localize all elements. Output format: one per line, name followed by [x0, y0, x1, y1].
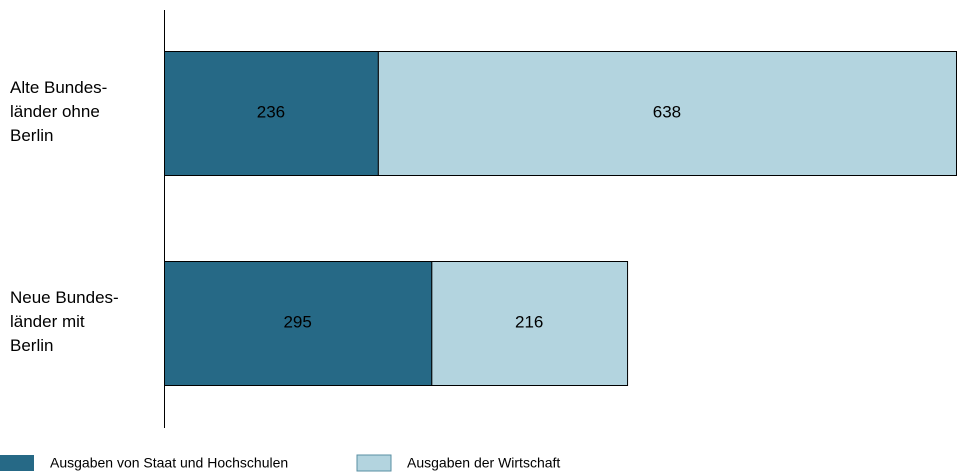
data-label: 638	[653, 102, 681, 121]
data-label: 216	[515, 312, 543, 331]
bar-segment	[377, 51, 957, 176]
category-label-line: Berlin	[10, 336, 53, 355]
legend-label: Ausgaben von Staat und Hochschulen	[50, 455, 288, 471]
data-label: 295	[283, 312, 311, 331]
category-label-line: Alte Bundes-	[10, 78, 107, 97]
data-label: 236	[257, 102, 285, 121]
category-label: Alte Bundes-länder ohne Berlin	[10, 78, 107, 145]
category-label: Neue Bundes-länder mit Berlin	[10, 288, 119, 355]
category-label-line: länder mit	[10, 312, 85, 331]
legend-swatch	[0, 455, 34, 471]
category-label-line: Neue Bundes-	[10, 288, 119, 307]
bar-segment	[431, 261, 629, 386]
category-label-line: länder ohne	[10, 102, 100, 121]
bar-segment	[164, 51, 379, 176]
category-label-line: Berlin	[10, 126, 53, 145]
legend-swatch	[356, 454, 392, 472]
bar-segment	[164, 261, 433, 386]
legend-label: Ausgaben der Wirtschaft	[407, 455, 560, 471]
